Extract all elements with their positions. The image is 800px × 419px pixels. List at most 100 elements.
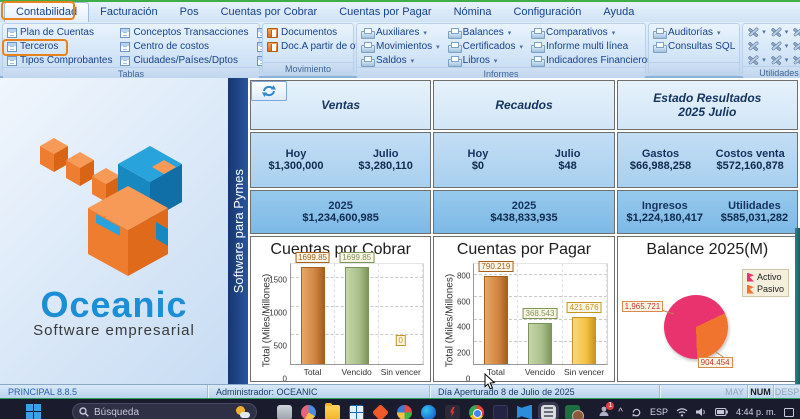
group-label-movimiento: Movimiento: [263, 62, 353, 75]
file-explorer-icon[interactable]: [325, 402, 340, 419]
btn-libros[interactable]: Libros ▾: [447, 54, 523, 67]
chrome-browser-icon[interactable]: [469, 404, 484, 419]
dashboard: Ventas Recaudos Estado Resultados 2025 J…: [248, 78, 800, 384]
btn-documentos[interactable]: Documentos: [267, 26, 367, 39]
utility-tool-button[interactable]: ▾: [770, 40, 789, 52]
btn-balances[interactable]: Balances ▾: [447, 26, 523, 39]
btn-auxiliares[interactable]: Auxiliares ▾: [361, 26, 440, 39]
ribbon: Plan de Cuentas Terceros Tipos Comproban…: [0, 22, 800, 80]
status-version: PRINCIPAL 8.8.5: [0, 385, 208, 398]
taskbar: Búsqueda 1: [0, 398, 800, 419]
utility-tool-button[interactable]: ▾: [747, 54, 766, 66]
btn-informe-multi-linea[interactable]: Informe multi línea: [530, 40, 652, 53]
legend-marker: [746, 284, 754, 294]
recaudos-hoy-value: $0: [471, 160, 485, 172]
btn-movimientos[interactable]: Movimientos ▾: [361, 40, 440, 53]
tray-chevron-icon[interactable]: ^: [618, 406, 623, 418]
tab-cuentas-por-pagar[interactable]: Cuentas por Pagar: [339, 6, 432, 18]
btn-comparativos[interactable]: Comparativos ▾: [530, 26, 652, 39]
btn-certificados[interactable]: Certificados ▾: [447, 40, 523, 53]
tools-icon: [748, 55, 759, 65]
y-tick-label: 1500: [269, 275, 287, 285]
tools-icon: [771, 55, 782, 65]
printer-icon: [447, 27, 462, 39]
vscode-icon[interactable]: [517, 404, 532, 419]
wifi-icon[interactable]: [676, 407, 688, 417]
battery-icon[interactable]: [714, 408, 728, 416]
utility-tool-button[interactable]: ▾: [792, 40, 800, 52]
btn-tipos-comprobantes[interactable]: Tipos Comprobantes: [7, 54, 112, 67]
notification-center-icon[interactable]: [784, 407, 794, 417]
btn-indicadores-financieros[interactable]: Indicadores Financieros: [530, 54, 652, 67]
chevron-down-icon: ▾: [762, 29, 766, 36]
excel-app-icon[interactable]: [565, 404, 584, 419]
screen-edge: [0, 0, 800, 2]
oceanic-app-taskbar-icon[interactable]: [538, 401, 559, 419]
bar-plot: 790.219 Total 368.543 Vencido 421.676 Sin ven…: [473, 261, 608, 377]
bolt-app-icon[interactable]: [445, 404, 460, 419]
printer-icon: [653, 27, 667, 39]
bar: [572, 317, 597, 364]
color-wheel-app-icon[interactable]: [397, 404, 412, 419]
oceanic-logo: [40, 137, 182, 276]
utility-tool-button[interactable]: ▾: [792, 26, 800, 38]
start-button[interactable]: [26, 404, 42, 419]
btn-plan-de-cuentas[interactable]: Plan de Cuentas: [7, 26, 112, 39]
tab-configuracion[interactable]: Configuración: [513, 6, 582, 18]
costos-venta-value: $572,160,878: [716, 160, 784, 172]
utility-tool-button[interactable]: [792, 54, 800, 66]
weather-icon[interactable]: [236, 406, 250, 418]
btn-centro-de-costos[interactable]: Centro de costos: [120, 40, 248, 53]
tab-facturacion[interactable]: Facturación: [100, 6, 158, 18]
files-app-icon[interactable]: [277, 404, 292, 419]
table-icon: [120, 27, 131, 38]
y-axis-ticks: 0 200 400 600 800: [449, 263, 473, 381]
ribbon-tab-bar: Contabilidad Facturación Pos Cuentas por…: [0, 0, 800, 22]
tab-contabilidad[interactable]: Contabilidad: [4, 2, 90, 22]
speaker-icon[interactable]: [695, 407, 707, 417]
vertical-banner: Software para Pymes: [228, 78, 248, 384]
tab-ayuda[interactable]: Ayuda: [603, 6, 635, 18]
search-box[interactable]: Búsqueda: [72, 403, 257, 419]
edge-browser-icon[interactable]: [421, 404, 436, 419]
pie-value-activo: 1,965.721: [621, 301, 664, 312]
utility-tool-button[interactable]: ▾: [770, 26, 788, 38]
btn-saldos[interactable]: Saldos ▾: [361, 54, 440, 67]
tab-cuentas-por-cobrar[interactable]: Cuentas por Cobrar: [220, 6, 318, 18]
desktop-edge: [795, 228, 800, 384]
btn-consultas-sql[interactable]: Consultas SQL: [653, 40, 735, 53]
tab-pos[interactable]: Pos: [179, 6, 199, 18]
microsoft-store-icon[interactable]: [349, 404, 364, 419]
btn-terceros[interactable]: Terceros: [7, 40, 112, 53]
utility-tool-button[interactable]: ▾: [770, 54, 788, 66]
refresh-button[interactable]: [251, 81, 287, 101]
status-day: Día Aperturado 8 de Julio de 2025: [430, 385, 660, 398]
y-axis-label: Total (Miles/Millones): [261, 273, 273, 368]
chart-app-icon[interactable]: [301, 404, 316, 419]
orange-diamond-app-icon[interactable]: [372, 403, 389, 419]
user-notification-icon[interactable]: 1: [598, 402, 615, 419]
recaudos-hoy-julio: Hoy $0 Julio $48: [433, 132, 615, 188]
chevron-down-icon: ▾: [784, 43, 789, 50]
btn-ciudades-paises-dptos[interactable]: Ciudades/Países/Dptos: [120, 54, 248, 67]
btn-doc-a-partir-de-otro[interactable]: Doc.A partir de otro: [267, 40, 367, 53]
chevron-down-icon: ▾: [507, 29, 512, 37]
tab-nomina[interactable]: Nómina: [453, 6, 492, 18]
dark-app-icon[interactable]: [493, 404, 508, 419]
btn-auditorias[interactable]: Auditorías ▾: [653, 26, 735, 39]
status-toggle-num: NUM: [748, 385, 774, 398]
language-indicator[interactable]: ESP: [649, 407, 668, 417]
bar-value-label: 790.219: [478, 261, 514, 273]
refresh-icon: [262, 85, 276, 97]
sync-icon[interactable]: [631, 407, 642, 418]
vertical-banner-text: Software para Pymes: [230, 168, 246, 294]
group-label-utilidades: Utilidades: [743, 66, 800, 79]
chevron-down-icon: ▾: [611, 29, 616, 37]
btn-conceptos-transacciones[interactable]: Conceptos Transacciones: [120, 26, 249, 39]
x-tick-label: Sin vencer: [564, 367, 605, 377]
printer-icon: [530, 27, 545, 39]
bar-category: 1699.85 Vencido: [335, 251, 380, 377]
utility-tool-button[interactable]: [747, 40, 766, 52]
clock[interactable]: 4:44 p. m.: [735, 407, 776, 417]
utility-tool-button[interactable]: ▾: [747, 26, 766, 38]
